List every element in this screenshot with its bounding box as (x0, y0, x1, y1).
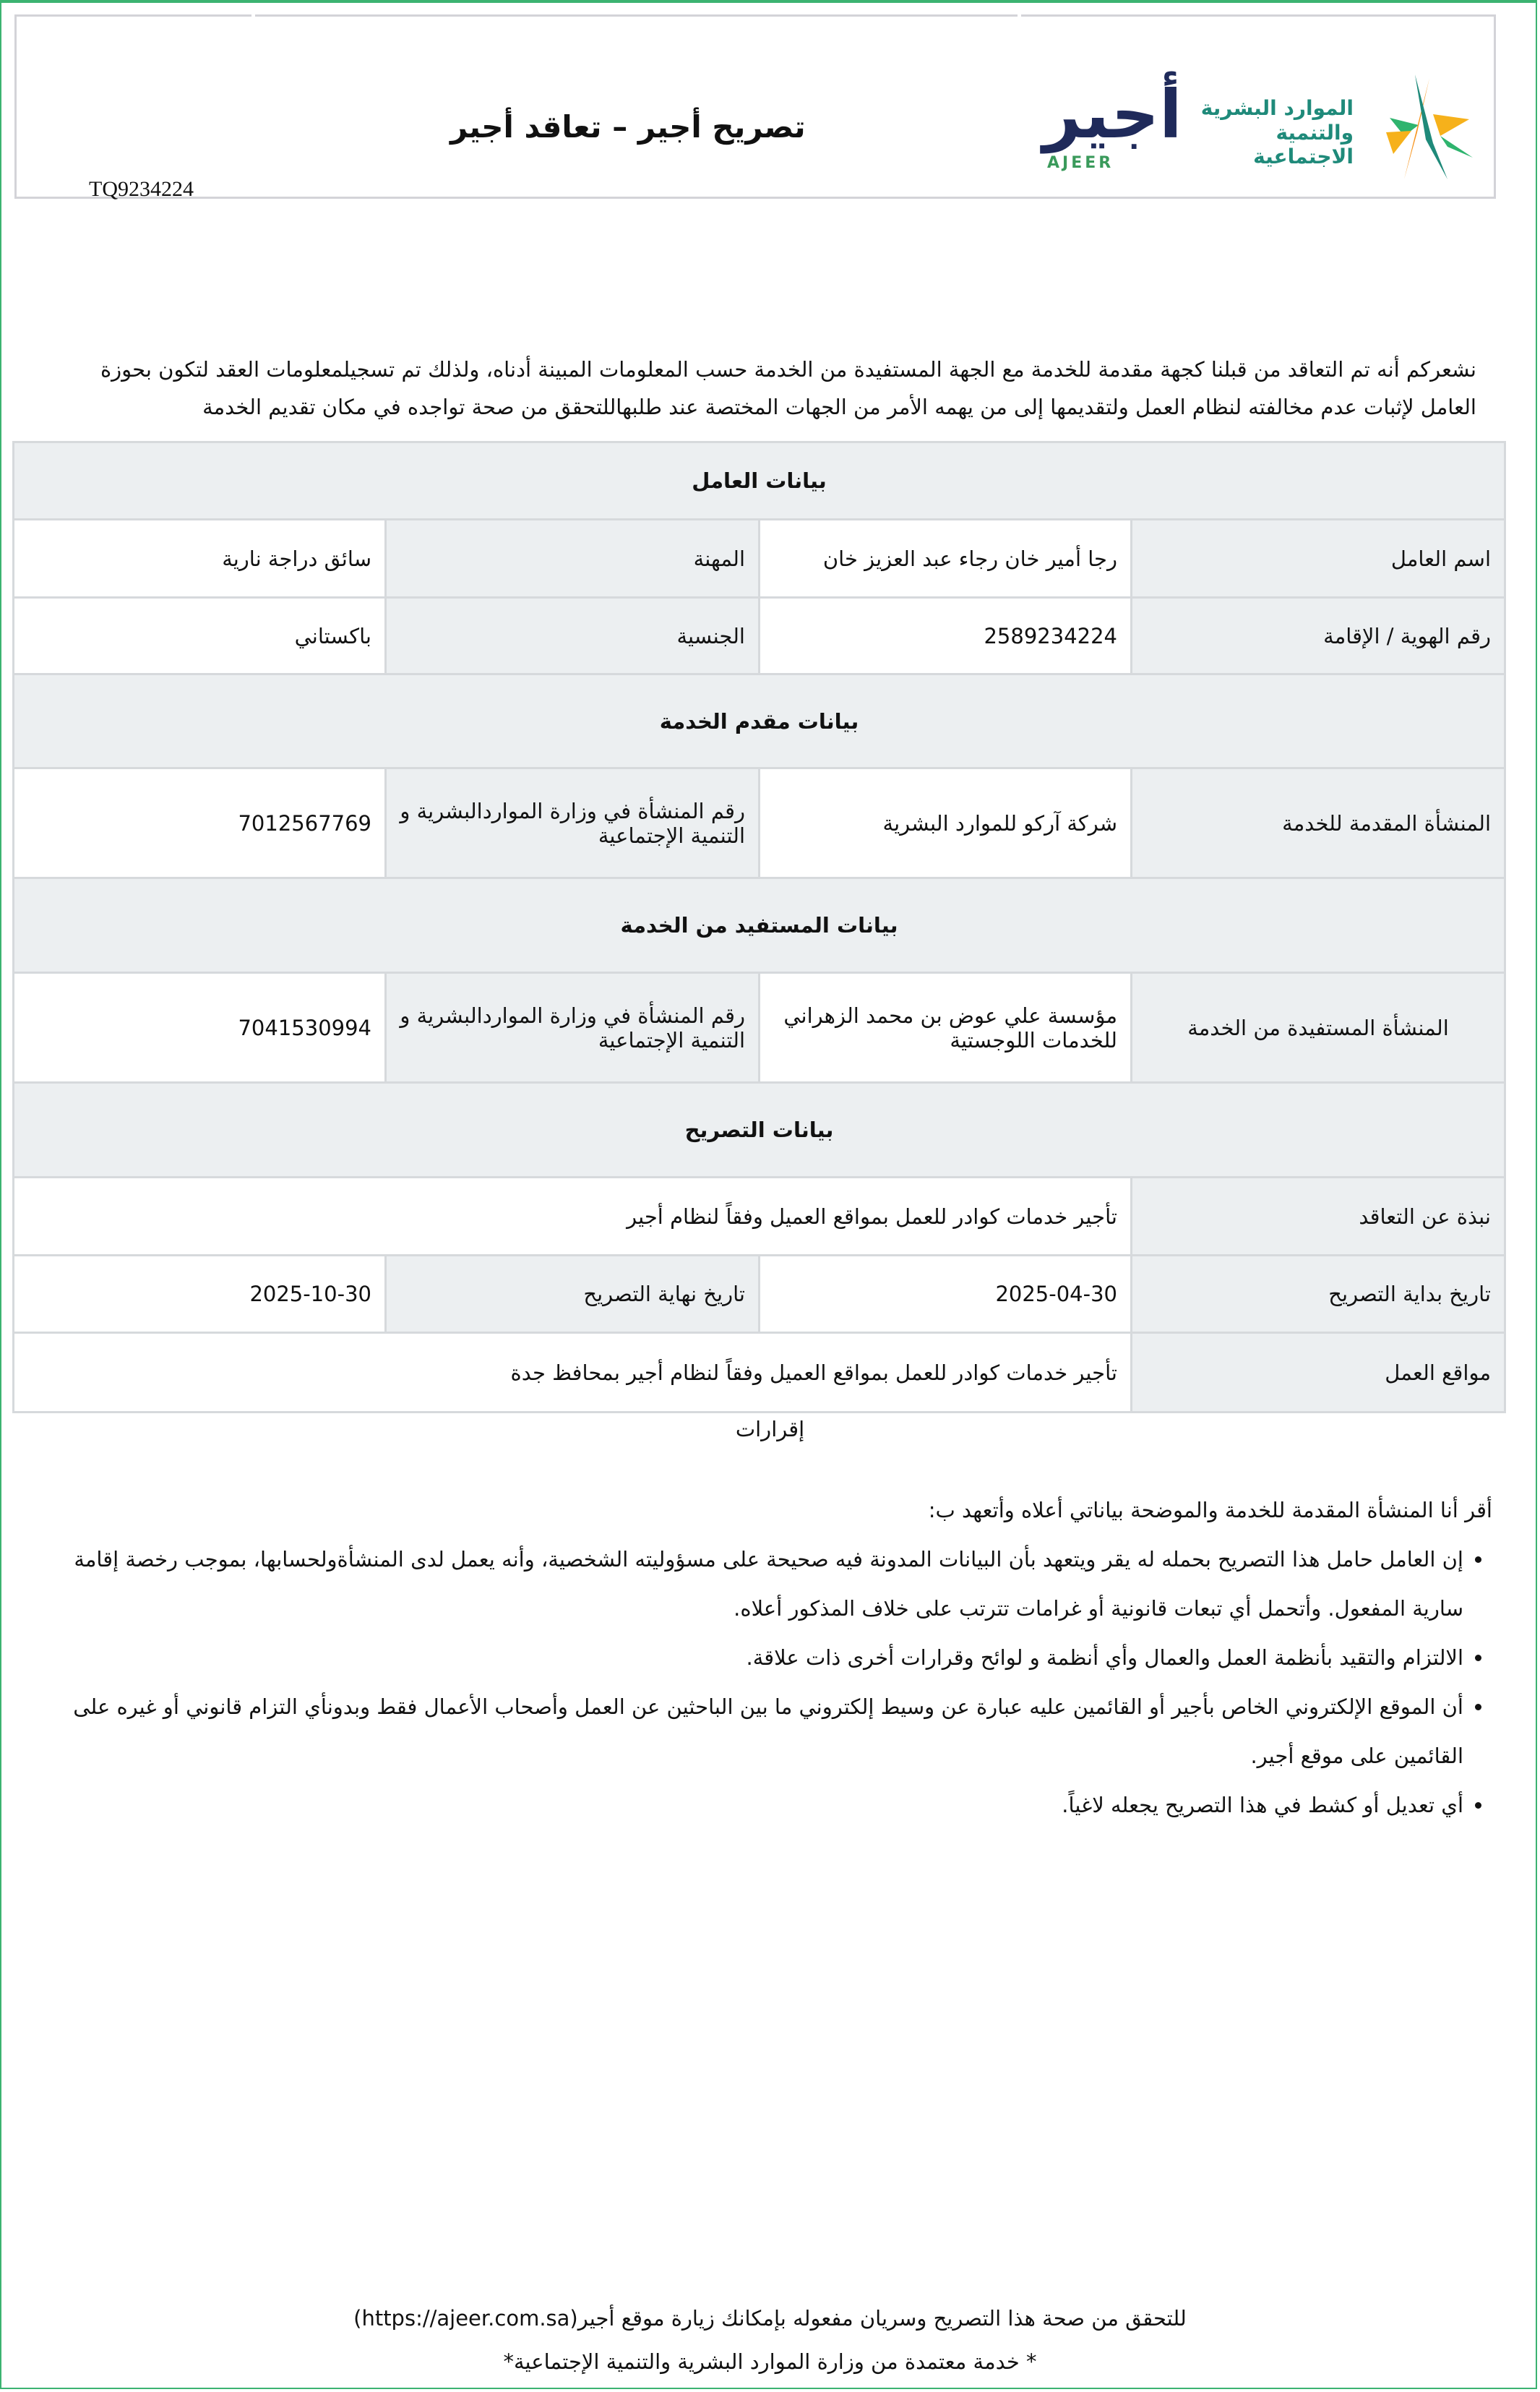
ministry-star-icon (1386, 74, 1473, 179)
section-provider: بيانات مقدم الخدمة (12, 673, 1506, 769)
nationality: باكستاني (12, 596, 387, 675)
document-title: تصريح أجير – تعاقد أجير (450, 109, 806, 145)
beneficiary-org: مؤسسة علي عوض بن محمد الزهراني للخدمات ا… (758, 972, 1132, 1084)
section-worker: بيانات العامل (12, 441, 1506, 520)
acknowledgements-intro: أقر أنا المنشأة المقدمة للخدمة والموضحة … (928, 1498, 1492, 1522)
worker-name: رجا أمير خان رجاء عبد العزيز خان (758, 518, 1132, 599)
beneficiary-number: 7041530994 (12, 972, 387, 1084)
document-header: تصريح أجير – تعاقد أجير TQ9234224 أجير A… (14, 14, 1496, 201)
ministry-logo: الموارد البشرية والتنمية الاجتماعية (1201, 74, 1491, 179)
provider-number-label: رقم المنشأة في وزارة المواردالبشرية و ال… (384, 767, 760, 879)
section-beneficiary: بيانات المستفيد من الخدمة (12, 877, 1506, 974)
beneficiary-number-label: رقم المنشأة في وزارة المواردالبشرية و ال… (384, 972, 760, 1084)
provider-number: 7012567769 (12, 767, 387, 879)
permit-table: بيانات العامل اسم العامل رجا أمير خان رج… (12, 441, 1506, 1413)
verification-note: للتحقق من صحة هذا التصريح وسريان مفعوله … (353, 2306, 1187, 2331)
worker-id: 2589234224 (758, 596, 1132, 675)
acknowledgement-item: أن الموقع الإلكتروني الخاص بأجير أو القا… (58, 1682, 1463, 1780)
acknowledgements-title: إقرارات (735, 1417, 805, 1441)
acknowledgement-item: إن العامل حامل هذا التصريح بحمله له يقر … (58, 1535, 1463, 1633)
start-date: 2025-04-30 (758, 1254, 1132, 1334)
acknowledgement-item: الالتزام والتقيد بأنظمة العمل والعمال وأ… (58, 1633, 1464, 1682)
intro-paragraph: نشعركم أنه تم التعاقد من قبلنا كجهة مقدم… (100, 357, 1476, 419)
provider-org-label: المنشأة المقدمة للخدمة (1130, 767, 1506, 879)
profession: سائق دراجة نارية (12, 518, 387, 599)
acknowledgement-item: أي تعديل أو كشط في هذا التصريح يجعله لاغ… (58, 1780, 1463, 1830)
ajeer-logo-english: AJEER (1047, 154, 1114, 172)
id-label: رقم الهوية / الإقامة (1130, 596, 1506, 675)
beneficiary-org-label: المنشأة المستفيدة من الخدمة (1130, 972, 1506, 1084)
locations-label: مواقع العمل (1130, 1332, 1506, 1413)
worker-name-label: اسم العامل (1130, 518, 1506, 599)
summary-label: نبذة عن التعاقد (1130, 1176, 1506, 1256)
start-date-label: تاريخ بداية التصريح (1130, 1254, 1506, 1334)
end-date: 2025-10-30 (12, 1254, 387, 1334)
summary: تأجير خدمات كوادر للعمل بمواقع العميل وف… (12, 1176, 1132, 1256)
nationality-label: الجنسية (384, 596, 760, 675)
work-locations: تأجير خدمات كوادر للعمل بمواقع العميل وف… (12, 1332, 1132, 1413)
ministry-logo-text: الموارد البشرية والتنمية الاجتماعية (1200, 96, 1354, 169)
ajeer-logo-arabic: أجير (1043, 76, 1182, 153)
section-permit: بيانات التصريح (12, 1081, 1506, 1178)
header-divider (251, 14, 255, 19)
acknowledgements: أقر أنا المنشأة المقدمة للخدمة والموضحة … (58, 1486, 1492, 1830)
provider-org: شركة آركو للموارد البشرية (758, 767, 1132, 879)
header-divider (1018, 14, 1021, 19)
ministry-note: * خدمة معتمدة من وزارة الموارد البشرية و… (503, 2349, 1037, 2374)
profession-label: المهنة (384, 518, 760, 599)
end-date-label: تاريخ نهاية التصريح (384, 1254, 760, 1334)
reference-number: TQ9234224 (89, 177, 194, 201)
ajeer-logo: أجير AJEER (1043, 82, 1182, 176)
acknowledgements-list: إن العامل حامل هذا التصريح بحمله له يقر … (58, 1535, 1492, 1830)
